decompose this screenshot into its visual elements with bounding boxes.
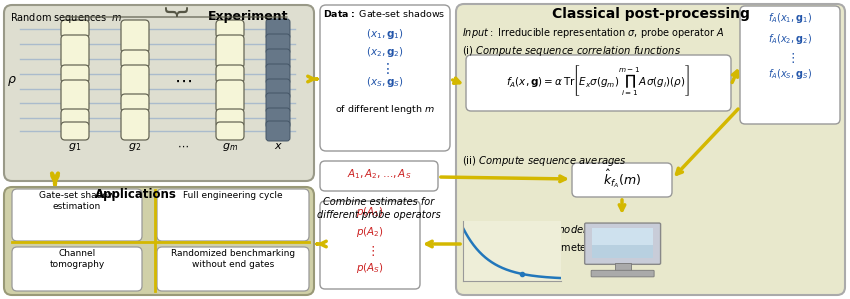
FancyBboxPatch shape xyxy=(592,228,654,245)
Text: $p(A_2)$: $p(A_2)$ xyxy=(356,225,384,239)
FancyBboxPatch shape xyxy=(585,223,660,264)
Text: $\mathbf{Data{:}}$ Gate-set shadows: $\mathbf{Data{:}}$ Gate-set shadows xyxy=(323,8,445,19)
Text: Full engineering cycle: Full engineering cycle xyxy=(184,191,283,200)
FancyBboxPatch shape xyxy=(61,122,89,140)
Text: Applications: Applications xyxy=(95,188,177,201)
Text: Experiment: Experiment xyxy=(207,10,288,23)
FancyBboxPatch shape xyxy=(121,50,149,68)
FancyBboxPatch shape xyxy=(121,65,149,98)
FancyBboxPatch shape xyxy=(4,5,314,181)
Text: $g_2$: $g_2$ xyxy=(128,141,142,153)
FancyBboxPatch shape xyxy=(216,122,244,140)
Text: $x$: $x$ xyxy=(274,141,282,151)
FancyBboxPatch shape xyxy=(266,79,290,99)
Text: $(x_S, \mathbf{g}_S)$: $(x_S, \mathbf{g}_S)$ xyxy=(366,75,404,89)
FancyBboxPatch shape xyxy=(591,270,654,277)
Text: Random sequences  $m$: Random sequences $m$ xyxy=(10,11,122,25)
FancyBboxPatch shape xyxy=(466,55,731,111)
FancyBboxPatch shape xyxy=(157,189,309,241)
Text: of different length $m$: of different length $m$ xyxy=(335,103,435,116)
Text: $\hat{k}_{f_A}(m)$: $\hat{k}_{f_A}(m)$ xyxy=(603,168,641,190)
FancyBboxPatch shape xyxy=(61,35,89,68)
FancyBboxPatch shape xyxy=(266,121,290,141)
Text: Randomized benchmarking
without end gates: Randomized benchmarking without end gate… xyxy=(171,249,295,269)
Text: (i) $\mathit{Compute\ sequence\ correlation\ functions}$: (i) $\mathit{Compute\ sequence\ correlat… xyxy=(462,44,681,58)
FancyBboxPatch shape xyxy=(740,6,840,124)
FancyBboxPatch shape xyxy=(216,20,244,38)
Text: $A_1, A_2, \ldots, A_S$: $A_1, A_2, \ldots, A_S$ xyxy=(347,167,411,181)
FancyBboxPatch shape xyxy=(4,187,314,295)
FancyBboxPatch shape xyxy=(12,189,142,241)
Bar xyxy=(615,263,631,272)
FancyBboxPatch shape xyxy=(216,109,244,127)
FancyBboxPatch shape xyxy=(121,109,149,140)
Text: Combine estimates for
different probe operators: Combine estimates for different probe op… xyxy=(317,197,441,220)
Text: $f_A(x_2, \mathbf{g}_2)$: $f_A(x_2, \mathbf{g}_2)$ xyxy=(768,32,812,46)
Text: $\mathit{Output:}$ Model parameter: $\mathit{Output:}$ Model parameter xyxy=(462,241,592,255)
Text: Gate-set shadow
estimation: Gate-set shadow estimation xyxy=(39,191,115,211)
FancyBboxPatch shape xyxy=(320,5,450,151)
FancyBboxPatch shape xyxy=(266,19,290,39)
FancyBboxPatch shape xyxy=(266,49,290,69)
Text: (iii) $\mathit{Fit\ theoretical\ model}$: (iii) $\mathit{Fit\ theoretical\ model}$ xyxy=(462,223,587,236)
Text: $\vdots$: $\vdots$ xyxy=(785,51,795,65)
Text: $g_m$: $g_m$ xyxy=(222,141,238,153)
FancyBboxPatch shape xyxy=(320,201,420,289)
FancyBboxPatch shape xyxy=(61,80,89,112)
FancyBboxPatch shape xyxy=(61,65,89,83)
FancyBboxPatch shape xyxy=(266,108,290,128)
Text: $\vdots$: $\vdots$ xyxy=(366,244,375,258)
Text: (ii) $\mathit{Compute\ sequence\ averages}$: (ii) $\mathit{Compute\ sequence\ average… xyxy=(462,154,626,168)
Text: $\cdots$: $\cdots$ xyxy=(174,72,192,90)
FancyBboxPatch shape xyxy=(216,65,244,83)
FancyBboxPatch shape xyxy=(12,247,142,291)
Text: Channel
tomography: Channel tomography xyxy=(49,249,105,269)
Text: $f_A(x,\mathbf{g}) = \alpha\,\mathrm{Tr}\!\left[E_x\sigma(g_m)\prod_{i=1}^{m-1}A: $f_A(x,\mathbf{g}) = \alpha\,\mathrm{Tr}… xyxy=(506,63,690,98)
FancyBboxPatch shape xyxy=(572,163,672,197)
Text: $g_1$: $g_1$ xyxy=(68,141,82,153)
Text: $p(A_S)$: $p(A_S)$ xyxy=(356,261,384,275)
Text: $\vdots$: $\vdots$ xyxy=(380,61,390,76)
Text: $(x_1, \mathbf{g}_1)$: $(x_1, \mathbf{g}_1)$ xyxy=(366,27,404,41)
Text: $(x_2, \mathbf{g}_2)$: $(x_2, \mathbf{g}_2)$ xyxy=(366,45,404,59)
FancyBboxPatch shape xyxy=(266,93,290,113)
FancyBboxPatch shape xyxy=(216,35,244,68)
Text: {: { xyxy=(163,0,187,16)
FancyBboxPatch shape xyxy=(266,64,290,84)
FancyBboxPatch shape xyxy=(61,20,89,38)
FancyBboxPatch shape xyxy=(216,80,244,112)
Text: $\cdots$: $\cdots$ xyxy=(177,141,189,151)
Text: $\mathit{Input:}$ Irreducible representation $\sigma$, probe operator $A$: $\mathit{Input:}$ Irreducible representa… xyxy=(462,26,725,40)
FancyBboxPatch shape xyxy=(266,34,290,54)
FancyBboxPatch shape xyxy=(121,94,149,112)
FancyBboxPatch shape xyxy=(121,20,149,53)
FancyBboxPatch shape xyxy=(157,247,309,291)
Text: $p(A_1)$: $p(A_1)$ xyxy=(356,205,384,219)
Text: Classical post-processing: Classical post-processing xyxy=(552,7,750,21)
Text: $\rho$: $\rho$ xyxy=(7,74,17,88)
Text: $f_A(x_S, \mathbf{g}_S)$: $f_A(x_S, \mathbf{g}_S)$ xyxy=(768,67,812,81)
Text: $f_A(x_1, \mathbf{g}_1)$: $f_A(x_1, \mathbf{g}_1)$ xyxy=(768,11,812,25)
FancyBboxPatch shape xyxy=(320,161,438,191)
FancyBboxPatch shape xyxy=(592,228,654,258)
FancyBboxPatch shape xyxy=(61,109,89,127)
FancyBboxPatch shape xyxy=(456,4,845,295)
